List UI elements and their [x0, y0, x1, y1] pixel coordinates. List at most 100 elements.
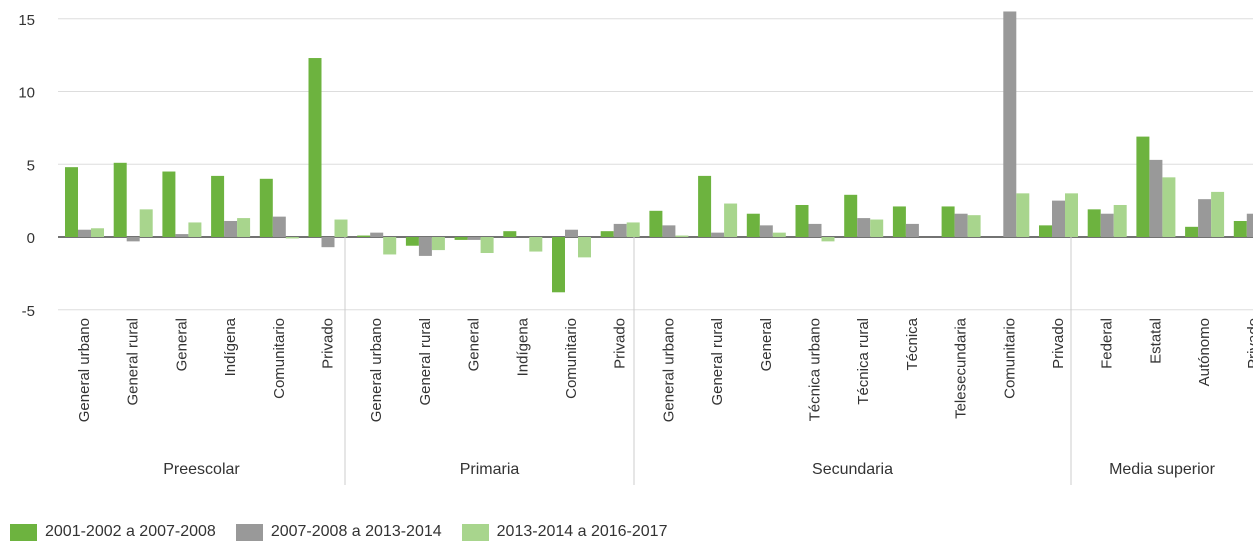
group-label: Secundaria — [812, 461, 893, 478]
bar-series3-10 — [529, 237, 543, 252]
bar-series2-22 — [1100, 213, 1114, 237]
x-tick-label: Técnica urbano — [807, 318, 824, 421]
x-tick-label: Privado — [320, 318, 337, 369]
bar-series2-13 — [662, 225, 676, 237]
bar-series3-16 — [821, 237, 835, 242]
legend-item-series-3: 2013-2014 a 2016-2017 — [461, 523, 668, 541]
bar-series2-6 — [321, 237, 335, 248]
y-tick-label: 10 — [18, 85, 35, 102]
bar-series1-5 — [259, 178, 273, 237]
bar-series3-11 — [578, 237, 591, 258]
bar-series2-7 — [370, 232, 384, 237]
gridlines — [58, 18, 1253, 485]
bar-series3-15 — [772, 232, 786, 237]
bar-series2-8 — [418, 237, 432, 256]
legend-item-series-2: 2007-2008 a 2013-2014 — [235, 523, 442, 541]
bar-series1-16 — [795, 204, 809, 237]
bar-series2-17 — [857, 218, 871, 237]
x-tick-label: General — [758, 318, 775, 371]
bar-series1-22 — [1087, 209, 1101, 237]
x-tick-label: Autónomo — [1196, 318, 1213, 386]
x-tick-label: Privado — [1050, 318, 1067, 369]
bar-series2-16 — [808, 223, 822, 237]
x-tick-label: General — [466, 318, 483, 371]
bar-series2-11 — [565, 229, 578, 237]
bar-series1-6 — [308, 58, 322, 237]
x-tick-label: Comunitario — [271, 318, 288, 399]
bar-series3-23 — [1162, 177, 1176, 237]
x-tick-label: General urbano — [76, 318, 93, 422]
bar-series3-13 — [675, 235, 689, 237]
x-tick-label: General rural — [125, 318, 142, 406]
bar-series2-25 — [1246, 213, 1253, 237]
bar-series2-1 — [78, 229, 91, 237]
bar-series2-9 — [467, 237, 481, 240]
bar-series2-14 — [711, 232, 725, 237]
bar-series3-12 — [626, 222, 640, 237]
bar-series2-5 — [272, 216, 286, 237]
bar-series3-14 — [724, 203, 738, 237]
x-tick-label: Indígena — [514, 317, 531, 376]
y-tick-label: 5 — [27, 157, 35, 174]
y-tick-label: 15 — [18, 12, 35, 29]
bar-series1-10 — [503, 231, 517, 237]
bar-series3-20 — [1016, 193, 1030, 237]
legend-item-series-1: 2001-2002 a 2007-2008 — [10, 523, 216, 541]
bar-series1-12 — [600, 231, 614, 237]
bar-chart: -5 0 5 10 15 General urbano General rural Gener… — [18, 11, 1253, 485]
bar-series3-5 — [285, 237, 299, 239]
bar-series1-9 — [454, 237, 468, 240]
bar-series1-14 — [698, 175, 712, 237]
axis: -5 0 5 10 15 General urbano General rural Gener… — [18, 12, 1253, 478]
bar-series1-23 — [1136, 136, 1150, 237]
bar-series1-7 — [357, 235, 371, 237]
bar-series2-21 — [1052, 200, 1065, 237]
bar-series3-8 — [431, 237, 445, 251]
legend-swatch-series-3 — [461, 523, 489, 541]
x-tick-label: Federal — [1099, 318, 1116, 369]
bar-series2-4 — [224, 220, 238, 237]
bar-series3-17 — [870, 219, 884, 237]
x-tick-label: Telesecundaria — [953, 317, 970, 419]
bars — [65, 11, 1253, 293]
bar-series1-24 — [1185, 226, 1199, 237]
bar-series3-4 — [237, 218, 251, 237]
bar-series2-20 — [1003, 11, 1017, 237]
bar-series3-9 — [480, 237, 494, 254]
bar-series1-3 — [162, 171, 176, 237]
legend-swatch-series-1 — [10, 523, 37, 541]
group-label: Primaria — [460, 461, 520, 478]
bar-series2-24 — [1198, 199, 1212, 237]
x-tick-label: Privado — [1245, 318, 1253, 369]
legend-label-series-3: 2013-2014 a 2016-2017 — [496, 523, 668, 540]
bar-series3-24 — [1211, 191, 1225, 237]
x-tick-label: Técnica — [904, 317, 921, 370]
bar-series1-17 — [844, 194, 858, 237]
legend-label-series-2: 2007-2008 a 2013-2014 — [270, 523, 442, 540]
bar-series1-25 — [1233, 220, 1247, 237]
bar-series2-15 — [759, 225, 773, 237]
x-tick-label: Privado — [612, 318, 629, 369]
group-label: Preescolar — [163, 461, 240, 478]
x-tick-label: Comunitario — [1001, 318, 1018, 399]
x-tick-label: Estatal — [1147, 318, 1164, 364]
bar-series3-6 — [334, 219, 348, 237]
bar-series3-1 — [91, 228, 104, 237]
y-tick-label: 0 — [27, 230, 35, 247]
bar-series3-19 — [967, 215, 981, 237]
x-tick-label: General urbano — [368, 318, 385, 422]
x-tick-label: General rural — [709, 318, 726, 406]
bar-series1-1 — [65, 167, 78, 237]
x-tick-label: Comunitario — [563, 318, 580, 399]
x-tick-label: Técnica rural — [855, 318, 872, 405]
bar-series1-8 — [405, 237, 419, 246]
bar-series1-2 — [113, 162, 127, 237]
bar-series2-2 — [126, 237, 140, 242]
bar-series3-7 — [383, 237, 397, 255]
bar-series2-23 — [1149, 159, 1163, 237]
bar-series1-18 — [892, 206, 906, 237]
x-tick-label: General — [173, 318, 190, 371]
bar-series1-4 — [211, 175, 225, 237]
bar-series1-13 — [649, 210, 663, 237]
legend: 2001-2002 a 2007-2008 2007-2008 a 2013-2… — [10, 522, 687, 542]
